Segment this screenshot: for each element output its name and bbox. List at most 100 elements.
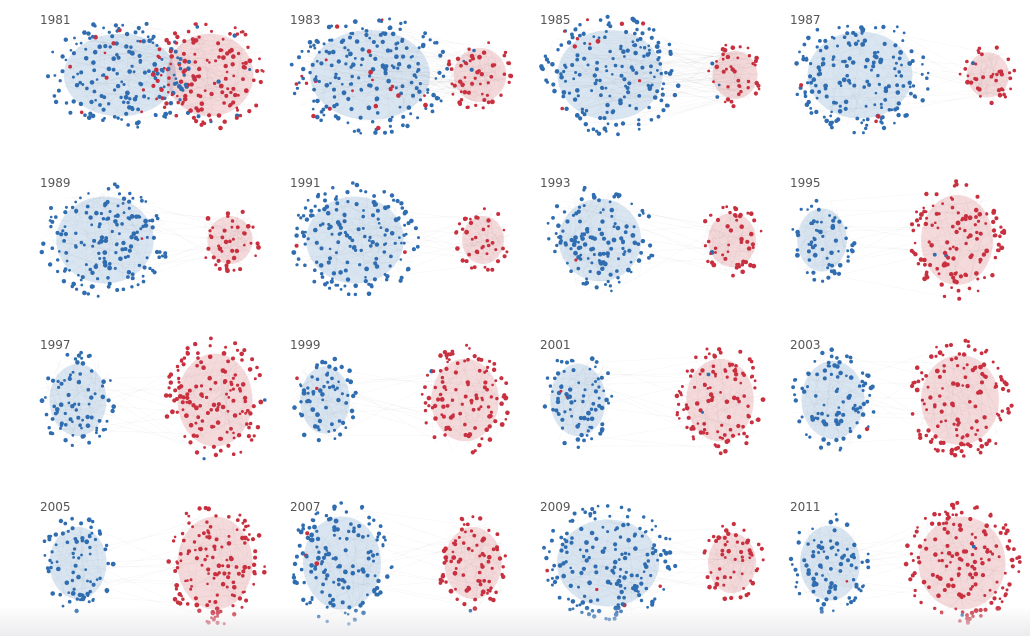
node	[197, 608, 202, 613]
node	[951, 245, 955, 249]
node	[958, 274, 964, 279]
node	[474, 103, 478, 107]
node	[373, 103, 379, 109]
node	[113, 219, 118, 224]
node	[738, 349, 743, 354]
node	[138, 81, 142, 86]
node	[120, 247, 125, 252]
node	[865, 399, 870, 404]
node	[64, 423, 68, 427]
node	[238, 513, 242, 517]
node	[301, 523, 305, 528]
node	[806, 249, 811, 254]
node	[388, 124, 392, 128]
node	[309, 563, 314, 568]
node	[824, 577, 828, 582]
node	[539, 66, 545, 71]
node	[1017, 560, 1022, 564]
node	[124, 111, 129, 116]
node	[305, 535, 311, 540]
node	[333, 518, 339, 524]
node	[559, 389, 563, 393]
node	[372, 589, 376, 594]
node	[221, 351, 227, 356]
node	[243, 243, 246, 247]
node	[976, 428, 980, 432]
node	[101, 74, 104, 77]
node	[88, 589, 92, 594]
node	[795, 229, 800, 235]
year-label: 1999	[290, 338, 321, 352]
node	[689, 374, 693, 378]
node	[311, 113, 316, 119]
node	[978, 608, 983, 613]
node	[957, 556, 962, 561]
year-label: 1993	[540, 176, 571, 190]
node	[203, 505, 208, 511]
node	[201, 120, 205, 124]
node	[702, 382, 707, 386]
node	[749, 420, 754, 425]
node	[323, 192, 327, 196]
node	[582, 112, 587, 117]
node	[110, 408, 115, 414]
node	[212, 576, 216, 580]
node	[49, 206, 53, 210]
node	[344, 233, 350, 238]
node	[67, 591, 70, 594]
node	[999, 375, 1003, 379]
node	[714, 64, 720, 70]
node	[260, 69, 264, 72]
node	[263, 565, 266, 568]
node	[724, 67, 728, 71]
node	[937, 350, 943, 356]
node	[809, 89, 815, 94]
node	[954, 607, 958, 611]
node	[923, 262, 927, 267]
node	[998, 597, 1002, 600]
node	[336, 240, 341, 245]
node	[221, 564, 225, 568]
node	[939, 420, 943, 424]
node	[186, 579, 189, 582]
node	[816, 207, 821, 212]
node	[560, 106, 564, 111]
node	[54, 215, 58, 219]
node	[920, 371, 924, 375]
node	[459, 63, 463, 68]
node	[483, 265, 487, 269]
node	[310, 407, 316, 412]
node	[487, 437, 493, 442]
cluster-haze-a	[49, 527, 107, 599]
node	[851, 552, 856, 557]
node	[73, 547, 77, 551]
node	[217, 571, 221, 575]
node	[707, 352, 711, 356]
node	[602, 126, 608, 131]
node	[575, 57, 580, 62]
node	[955, 220, 961, 226]
node	[630, 233, 636, 238]
node	[739, 240, 744, 244]
node	[921, 377, 925, 381]
node	[357, 129, 360, 132]
node	[973, 223, 977, 227]
node	[862, 85, 866, 89]
node	[731, 273, 735, 278]
node	[192, 540, 197, 544]
node	[989, 74, 994, 79]
node	[937, 512, 942, 517]
node	[594, 360, 599, 364]
node	[492, 362, 497, 366]
node	[198, 404, 202, 408]
node	[925, 76, 929, 80]
node	[731, 104, 736, 109]
node	[708, 386, 712, 389]
node	[570, 414, 573, 418]
node	[452, 83, 457, 88]
node	[241, 521, 245, 525]
node	[105, 419, 109, 423]
node	[84, 568, 88, 571]
node	[812, 237, 817, 242]
node	[753, 63, 757, 67]
